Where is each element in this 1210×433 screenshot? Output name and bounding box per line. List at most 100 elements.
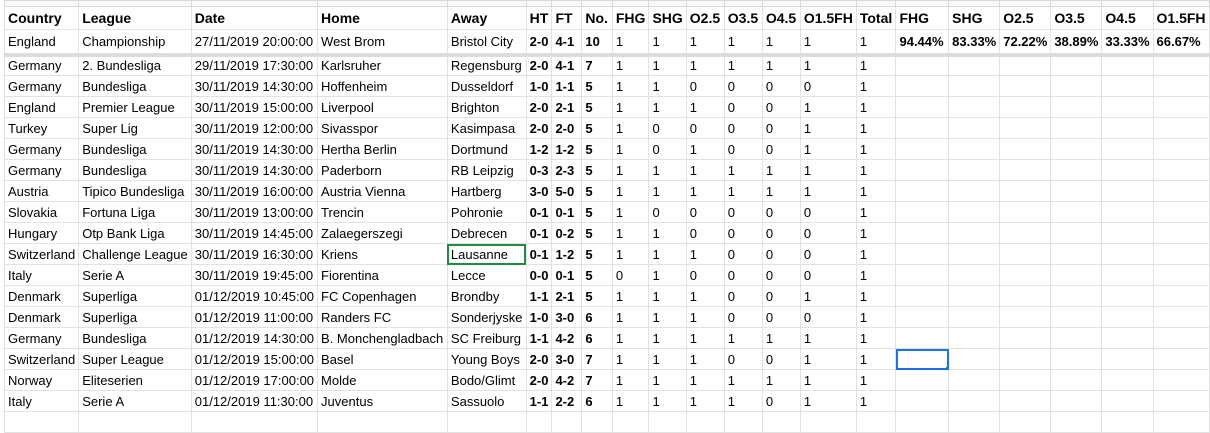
- cell-country[interactable]: Italy: [3, 264, 80, 286]
- cell-away[interactable]: Lausanne: [446, 243, 527, 265]
- cell-summary[interactable]: [1050, 285, 1103, 307]
- cell-summary[interactable]: [948, 54, 1001, 76]
- cell-away[interactable]: Pohronie: [446, 201, 527, 223]
- cell-date[interactable]: 01/12/2019 11:30:00: [190, 390, 319, 412]
- cell-summary[interactable]: [1050, 390, 1103, 412]
- cell-summary[interactable]: [999, 243, 1052, 265]
- cell-country[interactable]: Denmark: [3, 285, 80, 307]
- cell-o15fh[interactable]: 0: [799, 264, 857, 286]
- cell-o25[interactable]: 1: [685, 96, 725, 118]
- cell-o25[interactable]: 0: [685, 222, 725, 244]
- cell-summary[interactable]: [1101, 54, 1154, 76]
- cell-away[interactable]: Sassuolo: [446, 390, 527, 412]
- cell-ht[interactable]: 1-1: [525, 390, 553, 412]
- cell-total[interactable]: 1: [855, 222, 897, 244]
- cell-home[interactable]: Austria Vienna: [317, 180, 448, 202]
- cell-fhg[interactable]: 1: [611, 54, 650, 76]
- cell-o35[interactable]: 0: [723, 201, 763, 223]
- cell-fhg[interactable]: 1: [611, 75, 650, 97]
- cell-shg[interactable]: 1: [648, 29, 687, 57]
- cell-no[interactable]: 6: [581, 327, 613, 349]
- cell-total[interactable]: 1: [855, 201, 897, 223]
- cell-fhg[interactable]: 1: [611, 306, 650, 328]
- header-cell[interactable]: Away: [446, 6, 527, 30]
- cell-o35[interactable]: 1: [723, 29, 763, 57]
- header-cell[interactable]: Country: [3, 6, 80, 30]
- cell-summary[interactable]: [948, 75, 1001, 97]
- cell-shg[interactable]: 1: [648, 285, 687, 307]
- cell-ft[interactable]: 4-2: [551, 327, 583, 349]
- cell-ht[interactable]: 1-2: [525, 138, 553, 160]
- cell-fhg[interactable]: 1: [611, 159, 650, 181]
- cell-o45[interactable]: 0: [761, 306, 801, 328]
- cell-away[interactable]: Bristol City: [446, 29, 527, 57]
- cell-o25[interactable]: 1: [685, 180, 725, 202]
- header-cell[interactable]: O1.5FH: [1152, 6, 1210, 30]
- cell-country[interactable]: England: [3, 96, 80, 118]
- cell-o35[interactable]: 0: [723, 306, 763, 328]
- cell-league[interactable]: Premier League: [78, 96, 192, 118]
- cell-ht[interactable]: 0-0: [525, 264, 553, 286]
- cell-o15fh[interactable]: 1: [799, 285, 857, 307]
- cell-o45[interactable]: 0: [761, 138, 801, 160]
- cell-o25[interactable]: 1: [685, 390, 725, 412]
- cell-date[interactable]: 30/11/2019 15:00:00: [190, 96, 319, 118]
- header-cell[interactable]: O2.5: [999, 6, 1052, 30]
- cell-summary[interactable]: [1050, 306, 1103, 328]
- header-cell[interactable]: O4.5: [761, 6, 801, 30]
- cell-no[interactable]: 5: [581, 138, 613, 160]
- cell-summary[interactable]: [895, 159, 950, 181]
- cell-o25[interactable]: 1: [685, 243, 725, 265]
- cell-summary[interactable]: [1050, 180, 1103, 202]
- cell-total[interactable]: 1: [855, 306, 897, 328]
- cell-away[interactable]: Bodo/Glimt: [446, 369, 527, 391]
- cell-league[interactable]: 2. Bundesliga: [78, 54, 192, 76]
- cell-ft[interactable]: 2-1: [551, 285, 583, 307]
- cell-home[interactable]: Karlsruher: [317, 54, 448, 76]
- header-cell[interactable]: Home: [317, 6, 448, 30]
- cell-home[interactable]: Randers FC: [317, 306, 448, 328]
- cell-country[interactable]: Hungary: [3, 222, 80, 244]
- cell-o35[interactable]: 1: [723, 327, 763, 349]
- cell-o15fh[interactable]: 1: [799, 390, 857, 412]
- empty-cell[interactable]: [648, 411, 687, 433]
- cell-summary[interactable]: [999, 54, 1052, 76]
- cell-fhg[interactable]: 1: [611, 201, 650, 223]
- cell-o45[interactable]: 1: [761, 180, 801, 202]
- cell-summary[interactable]: [999, 369, 1052, 391]
- cell-summary[interactable]: [1050, 138, 1103, 160]
- header-cell[interactable]: No.: [581, 6, 613, 30]
- cell-shg[interactable]: 1: [648, 306, 687, 328]
- cell-o25[interactable]: 1: [685, 54, 725, 76]
- cell-o45[interactable]: 0: [761, 348, 801, 370]
- cell-o15fh[interactable]: 0: [799, 201, 857, 223]
- cell-total[interactable]: 1: [855, 54, 897, 76]
- cell-league[interactable]: Bundesliga: [78, 159, 192, 181]
- cell-total[interactable]: 1: [855, 285, 897, 307]
- cell-no[interactable]: 6: [581, 390, 613, 412]
- cell-summary[interactable]: [948, 264, 1001, 286]
- cell-o25[interactable]: 1: [685, 159, 725, 181]
- cell-fhg[interactable]: 1: [611, 327, 650, 349]
- cell-fhg[interactable]: 1: [611, 138, 650, 160]
- cell-country[interactable]: Germany: [3, 159, 80, 181]
- cell-ht[interactable]: 2-0: [525, 96, 553, 118]
- cell-home[interactable]: Kriens: [317, 243, 448, 265]
- cell-home[interactable]: Hoffenheim: [317, 75, 448, 97]
- header-cell[interactable]: SHG: [948, 6, 1001, 30]
- cell-country[interactable]: England: [3, 29, 80, 57]
- cell-summary[interactable]: [1101, 390, 1154, 412]
- cell-summary[interactable]: [999, 348, 1052, 370]
- cell-o25[interactable]: 0: [685, 75, 725, 97]
- cell-ft[interactable]: 5-0: [551, 180, 583, 202]
- cell-o15fh[interactable]: 1: [799, 54, 857, 76]
- empty-cell[interactable]: [78, 411, 192, 433]
- empty-cell[interactable]: [723, 411, 763, 433]
- cell-summary[interactable]: [1050, 222, 1103, 244]
- cell-summary[interactable]: [948, 180, 1001, 202]
- cell-league[interactable]: Serie A: [78, 264, 192, 286]
- cell-summary[interactable]: [1101, 159, 1154, 181]
- header-cell[interactable]: O1.5FH: [799, 6, 857, 30]
- cell-summary[interactable]: [1152, 243, 1210, 265]
- cell-o15fh[interactable]: 1: [799, 96, 857, 118]
